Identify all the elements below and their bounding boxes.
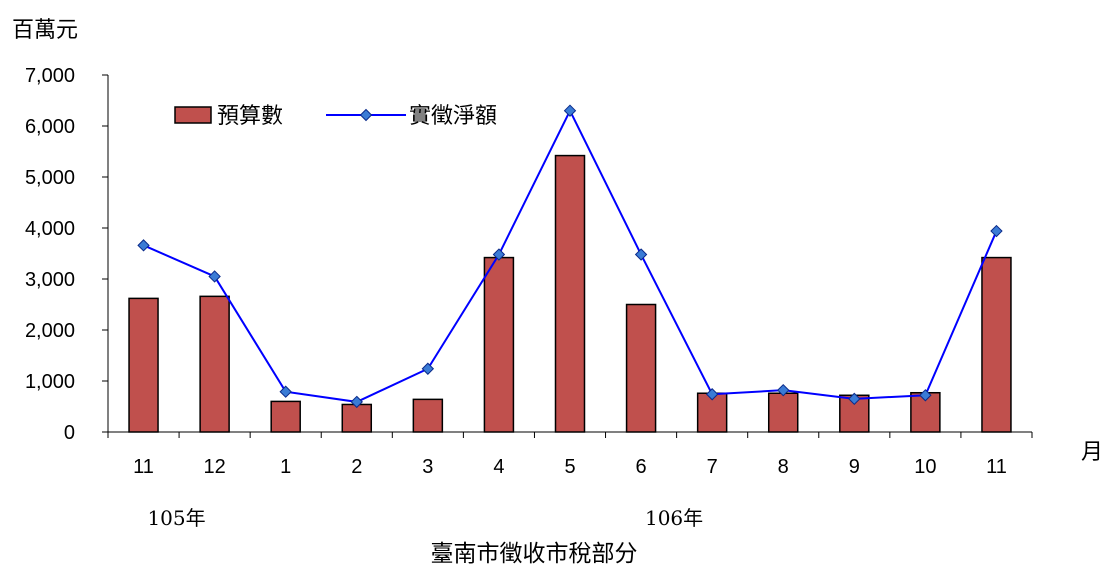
legend-label-line: 實徵淨額 [409, 104, 497, 129]
legend: 預算數 實徵淨額 [174, 104, 497, 129]
bar [270, 400, 301, 433]
chart-title: 臺南市徵收市稅部分 [431, 541, 638, 567]
x-tick-label: 3 [422, 456, 433, 478]
y-tick-label: 5,000 [25, 167, 75, 189]
y-tick-label: 1,000 [25, 371, 75, 393]
x-tick-label: 1 [280, 456, 291, 478]
bar [554, 154, 586, 433]
x-tick-label: 9 [849, 456, 860, 478]
line-point [777, 383, 790, 397]
x-tick-label: 7 [707, 456, 718, 478]
y-tick-label: 7,000 [25, 65, 75, 87]
year-labels: 105年 106年 [147, 506, 703, 530]
x-tick-label: 8 [778, 456, 789, 478]
line-point [705, 388, 719, 401]
y-axis-unit-label: 百萬元 [12, 18, 78, 43]
line-series [137, 104, 1003, 409]
x-tick-label: 5 [564, 456, 575, 478]
x-tick-label: 11 [133, 456, 154, 478]
line-point [990, 224, 1003, 238]
y-tick-label: 2,000 [25, 320, 75, 342]
x-tick-label: 4 [493, 456, 504, 478]
x-axis: 11 12 1 2 3 4 5 6 7 8 9 10 11 [107, 431, 1033, 478]
line-point [919, 389, 932, 402]
year-label: 106年 [645, 506, 703, 530]
legend-swatch-bar [174, 106, 212, 124]
line-point [634, 248, 648, 261]
bar [199, 295, 230, 433]
bar [981, 256, 1012, 433]
legend-marker-line [359, 108, 373, 122]
bar [767, 392, 799, 433]
x-tick-label: 10 [914, 456, 936, 478]
line-point [350, 395, 363, 409]
bar-series [128, 154, 1012, 433]
x-tick-label: 12 [203, 456, 225, 478]
bar [128, 297, 159, 433]
line-point [279, 385, 292, 398]
y-tick-label: 6,000 [25, 116, 75, 138]
line-point [563, 104, 577, 117]
x-tick-label: 2 [351, 456, 362, 478]
x-tick-label: 6 [636, 456, 647, 478]
line-point [848, 392, 861, 406]
bar [412, 398, 444, 433]
x-tick-label: 11 [986, 456, 1007, 478]
line-point [137, 239, 150, 252]
line-point [208, 270, 221, 283]
line-point [492, 248, 506, 261]
y-axis: 0 1,000 2,000 3,000 4,000 5,000 6,000 7,000 [25, 65, 109, 444]
legend-label-bar: 預算數 [217, 104, 283, 129]
bar [625, 303, 657, 433]
year-label: 105年 [147, 506, 205, 530]
y-tick-label: 4,000 [25, 218, 75, 240]
y-tick-label: 0 [64, 422, 75, 444]
x-axis-unit-label: 月 [1081, 440, 1103, 465]
y-tick-label: 3,000 [25, 269, 75, 291]
bar [341, 403, 373, 433]
bar [483, 256, 515, 433]
line-point [421, 362, 435, 375]
